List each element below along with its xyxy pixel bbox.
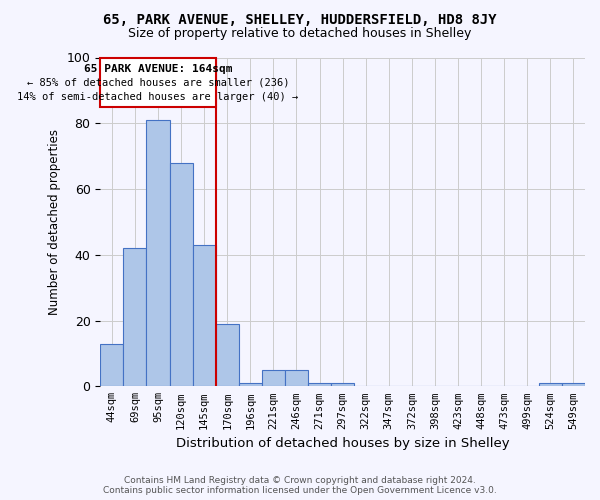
Bar — [539, 383, 562, 386]
Bar — [562, 383, 585, 386]
X-axis label: Distribution of detached houses by size in Shelley: Distribution of detached houses by size … — [176, 437, 509, 450]
Text: 14% of semi-detached houses are larger (40) →: 14% of semi-detached houses are larger (… — [17, 92, 299, 102]
Bar — [308, 383, 331, 386]
Y-axis label: Number of detached properties: Number of detached properties — [48, 129, 61, 315]
Bar — [146, 120, 170, 386]
Bar — [331, 383, 354, 386]
Text: 65 PARK AVENUE: 164sqm: 65 PARK AVENUE: 164sqm — [84, 64, 232, 74]
Bar — [170, 162, 193, 386]
Bar — [285, 370, 308, 386]
Text: Contains HM Land Registry data © Crown copyright and database right 2024.
Contai: Contains HM Land Registry data © Crown c… — [103, 476, 497, 495]
Bar — [193, 245, 215, 386]
Text: 65, PARK AVENUE, SHELLEY, HUDDERSFIELD, HD8 8JY: 65, PARK AVENUE, SHELLEY, HUDDERSFIELD, … — [103, 12, 497, 26]
Bar — [215, 324, 239, 386]
FancyBboxPatch shape — [100, 58, 215, 107]
Bar — [239, 383, 262, 386]
Bar — [124, 248, 146, 386]
Bar — [262, 370, 285, 386]
Text: Size of property relative to detached houses in Shelley: Size of property relative to detached ho… — [128, 28, 472, 40]
Text: ← 85% of detached houses are smaller (236): ← 85% of detached houses are smaller (23… — [27, 77, 289, 87]
Bar — [100, 344, 124, 386]
